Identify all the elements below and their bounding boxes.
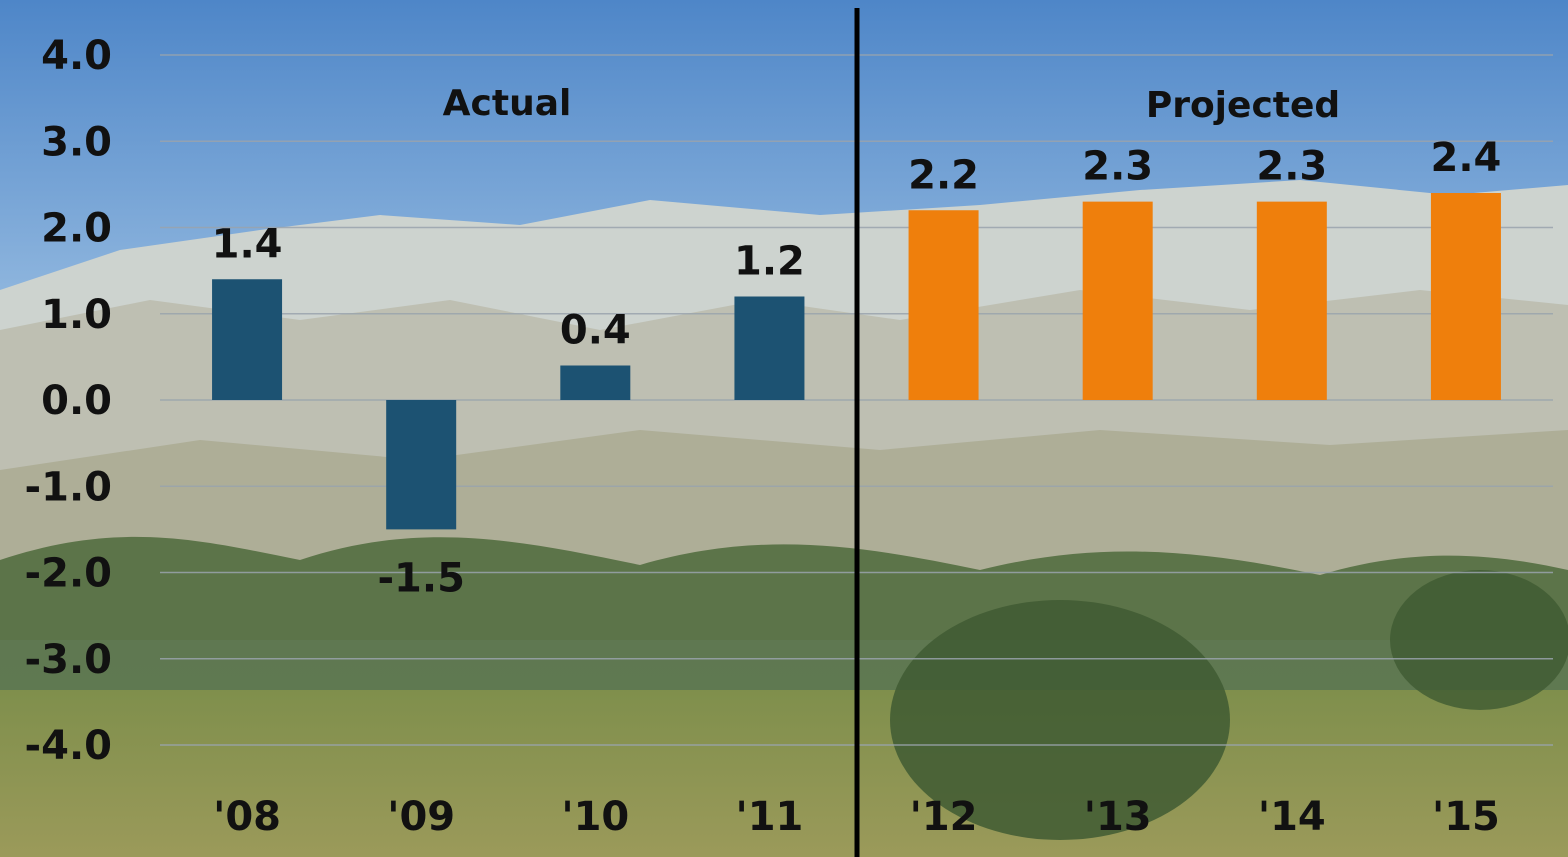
data-label: 2.4 <box>1431 135 1502 181</box>
x-tick-label: '09 <box>387 794 455 840</box>
y-tick-label: 2.0 <box>41 206 112 252</box>
bar-actual <box>560 365 631 400</box>
data-label: 2.3 <box>1256 144 1327 190</box>
data-label: 0.4 <box>560 308 631 354</box>
y-tick-label: 0.0 <box>41 378 112 424</box>
y-tick-label: -4.0 <box>25 723 112 769</box>
y-tick-label: -3.0 <box>25 637 112 683</box>
data-label: 1.4 <box>212 221 283 267</box>
x-tick-label: '10 <box>561 794 629 840</box>
x-tick-label: '11 <box>735 794 803 840</box>
y-tick-label: 4.0 <box>41 33 112 79</box>
actual-section-label: Actual <box>443 83 572 124</box>
y-axis-tick-labels: 4.0 3.0 2.0 1.0 0.0 -1.0 -2.0 -3.0 -4.0 <box>25 33 112 769</box>
bar-projected <box>1082 201 1153 400</box>
data-label: 2.3 <box>1082 144 1153 190</box>
data-label: 1.2 <box>734 239 805 285</box>
bar-projected <box>908 210 979 400</box>
x-tick-label: '14 <box>1258 794 1326 840</box>
bar-actual <box>212 279 283 400</box>
data-label: -1.5 <box>377 555 464 601</box>
y-tick-label: -1.0 <box>25 464 112 510</box>
y-tick-label: 3.0 <box>41 119 112 165</box>
data-labels: 1.4 -1.5 0.4 1.2 2.2 2.3 2.3 2.4 <box>212 135 1502 601</box>
x-tick-label: '12 <box>910 794 978 840</box>
y-tick-label: 1.0 <box>41 292 112 338</box>
y-tick-label: -2.0 <box>25 551 112 597</box>
data-label: 2.2 <box>908 152 979 198</box>
bars <box>212 193 1501 530</box>
x-tick-label: '15 <box>1432 794 1500 840</box>
x-tick-label: '08 <box>213 794 281 840</box>
bar-actual <box>386 400 457 530</box>
bar-projected <box>1256 201 1327 400</box>
x-axis-tick-labels: '08 '09 '10 '11 '12 '13 '14 '15 <box>213 794 1500 840</box>
projected-section-label: Projected <box>1146 85 1340 126</box>
bar-projected <box>1430 193 1501 400</box>
x-tick-label: '13 <box>1084 794 1152 840</box>
bar-actual <box>734 296 805 400</box>
